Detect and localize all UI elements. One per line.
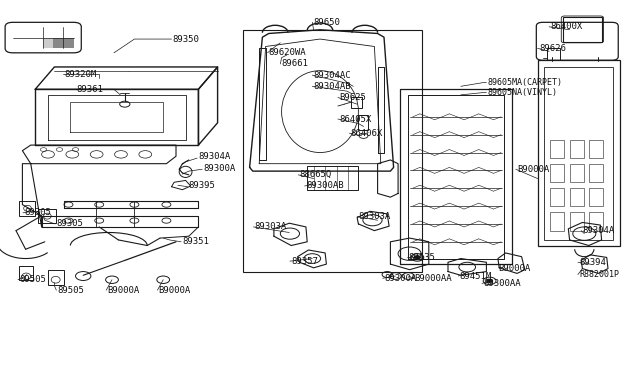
Text: B9625: B9625 bbox=[339, 93, 366, 102]
Bar bbox=[589, 164, 603, 182]
Text: 89304A: 89304A bbox=[198, 152, 230, 161]
Bar bbox=[358, 115, 368, 130]
Bar bbox=[48, 270, 64, 285]
Bar bbox=[38, 209, 56, 223]
Bar bbox=[547, 48, 560, 60]
Text: 89303A: 89303A bbox=[358, 212, 390, 221]
Bar bbox=[550, 140, 564, 158]
Text: 86400X: 86400X bbox=[550, 22, 582, 31]
Text: 89300A: 89300A bbox=[384, 274, 416, 283]
Text: 89135: 89135 bbox=[408, 253, 435, 262]
Text: 89605MA(CARPET): 89605MA(CARPET) bbox=[488, 78, 563, 87]
Bar bbox=[351, 97, 362, 108]
Text: 89650: 89650 bbox=[314, 18, 340, 27]
Bar bbox=[544, 67, 613, 240]
Text: B9000A: B9000A bbox=[498, 264, 530, 273]
Text: 89304AC: 89304AC bbox=[314, 71, 351, 80]
Bar bbox=[53, 38, 74, 48]
Text: B9000AA: B9000AA bbox=[415, 274, 452, 283]
Bar bbox=[589, 212, 603, 231]
Text: 89451M: 89451M bbox=[460, 272, 492, 280]
Text: 89303A: 89303A bbox=[255, 222, 287, 231]
Text: 89395: 89395 bbox=[189, 182, 216, 190]
Bar bbox=[19, 266, 33, 280]
Text: 89305: 89305 bbox=[56, 219, 83, 228]
Bar bbox=[19, 201, 35, 216]
Text: 89304A: 89304A bbox=[582, 226, 614, 235]
Ellipse shape bbox=[486, 279, 493, 283]
Bar bbox=[43, 38, 53, 48]
Bar bbox=[589, 140, 603, 158]
Ellipse shape bbox=[414, 256, 420, 259]
Bar bbox=[550, 212, 564, 231]
Text: 89620WA: 89620WA bbox=[269, 48, 307, 57]
Text: B9000A: B9000A bbox=[108, 286, 140, 295]
Text: B9000A: B9000A bbox=[517, 165, 549, 174]
Bar bbox=[570, 188, 584, 206]
Text: 88665Q: 88665Q bbox=[300, 170, 332, 179]
Text: 89300AA: 89300AA bbox=[483, 279, 521, 288]
Text: 89661: 89661 bbox=[282, 60, 308, 68]
Text: 89300A: 89300A bbox=[204, 164, 236, 173]
Text: 86406X: 86406X bbox=[351, 129, 383, 138]
Bar bbox=[550, 188, 564, 206]
Text: 89605NA(VINYL): 89605NA(VINYL) bbox=[488, 88, 557, 97]
Bar bbox=[563, 17, 602, 42]
Text: 89626: 89626 bbox=[539, 44, 566, 53]
Bar bbox=[570, 140, 584, 158]
Text: 89394: 89394 bbox=[579, 258, 606, 267]
Bar bbox=[589, 188, 603, 206]
Text: 89304AB: 89304AB bbox=[314, 82, 351, 91]
Text: 89350: 89350 bbox=[173, 35, 200, 44]
Text: 89305: 89305 bbox=[24, 208, 51, 217]
Bar bbox=[538, 60, 620, 246]
Text: 89361: 89361 bbox=[77, 85, 104, 94]
Text: 09505: 09505 bbox=[19, 275, 46, 284]
Bar bbox=[570, 212, 584, 231]
Text: 89320M: 89320M bbox=[64, 70, 96, 79]
Bar bbox=[307, 166, 358, 190]
Text: 89300AB: 89300AB bbox=[306, 182, 344, 190]
Bar bbox=[550, 164, 564, 182]
Text: 89505: 89505 bbox=[58, 286, 84, 295]
Text: 89351: 89351 bbox=[182, 237, 209, 246]
Text: R882001P: R882001P bbox=[579, 270, 620, 279]
Text: 86405X: 86405X bbox=[339, 115, 371, 124]
Bar bbox=[243, 30, 422, 272]
Bar bbox=[570, 164, 584, 182]
Text: 89357: 89357 bbox=[291, 257, 318, 266]
Text: B9000A: B9000A bbox=[159, 286, 191, 295]
